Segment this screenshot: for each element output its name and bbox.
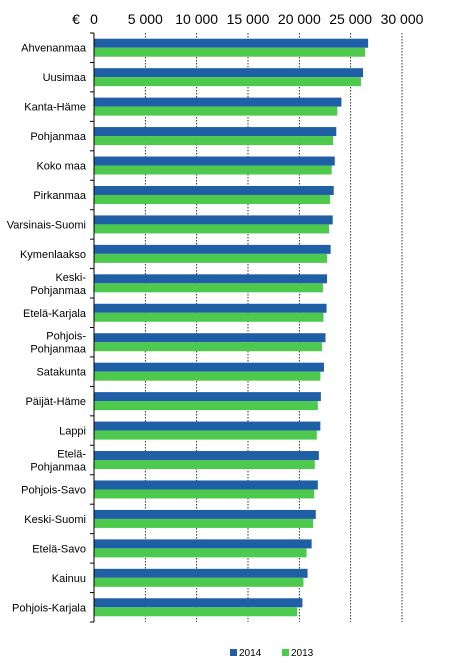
category-label: Keski- [55, 272, 86, 284]
bar-2014 [94, 509, 316, 519]
bar-2014 [94, 185, 334, 195]
legend-swatch-2013 [282, 649, 289, 656]
category-label: Koko maa [36, 161, 86, 173]
bar-2013 [94, 106, 338, 116]
bar-2013 [94, 194, 331, 204]
bar-2013 [94, 312, 324, 322]
category-labels: Ahvenanmaa Uusimaa Kanta-Häme Pohjanmaa Koko… [7, 32, 94, 623]
unit-label: € [72, 11, 80, 27]
x-tick-label: 15 000 [227, 11, 270, 27]
bar-2013 [94, 518, 314, 528]
category-label: Pohjanmaa [30, 131, 87, 143]
x-tick-label: 10 000 [175, 11, 218, 27]
category-label: Lappi [59, 426, 86, 438]
category-label: Etelä-Karjala [23, 308, 87, 320]
category-label: Pohjanmaa [30, 462, 87, 474]
bar-2014 [94, 598, 303, 608]
bar-2014 [94, 451, 319, 461]
category-label: Pohjanmaa [30, 285, 87, 297]
bar-2013 [94, 77, 361, 87]
category-label: Kymenlaakso [20, 249, 86, 261]
category-label: Uusimaa [43, 72, 87, 84]
x-tick-label: 0 [90, 11, 98, 27]
category-label: Keski-Suomi [24, 514, 86, 526]
bar-2014 [94, 68, 363, 78]
legend-swatch-2014 [230, 649, 237, 656]
category-label: Varsinais-Suomi [7, 219, 86, 231]
bar-2014 [94, 392, 321, 402]
legend-label-2014: 2014 [239, 648, 262, 659]
bar-2014 [94, 97, 342, 107]
bar-2014 [94, 303, 327, 313]
category-label: Pirkanmaa [33, 190, 86, 202]
bar-2014 [94, 568, 308, 578]
category-label: Kainuu [52, 573, 86, 585]
bar-2013 [94, 253, 328, 263]
category-label: Pohjanmaa [30, 344, 87, 356]
bar-2014 [94, 38, 369, 48]
bar-2013 [94, 607, 298, 617]
x-tick-label: 20 000 [278, 11, 321, 27]
category-label: Pohjois- [46, 331, 86, 343]
category-label: Kanta-Häme [24, 102, 86, 114]
bar-2013 [94, 460, 315, 470]
bar-2014 [94, 274, 328, 284]
x-tick-label: 30 000 [381, 11, 424, 27]
bar-2013 [94, 165, 332, 175]
bar-2014 [94, 244, 331, 254]
x-tick-label: 25 000 [329, 11, 372, 27]
bar-2014 [94, 215, 333, 225]
bar-2013 [94, 371, 321, 381]
bar-2013 [94, 577, 304, 587]
category-label: Pohjois-Savo [21, 484, 86, 496]
category-label: Päijät-Häme [25, 396, 86, 408]
category-label: Satakunta [36, 367, 86, 379]
bar-2014 [94, 421, 321, 431]
bar-2013 [94, 548, 307, 558]
bars [94, 38, 369, 617]
bar-2014 [94, 539, 312, 549]
category-label: Pohjois-Karjala [12, 602, 87, 614]
category-label: Ahvenanmaa [21, 43, 87, 55]
x-tick-label: 5 000 [128, 11, 163, 27]
gridlines [144, 33, 403, 622]
category-label: Etelä- [57, 449, 86, 461]
bar-2013 [94, 283, 323, 293]
bar-2014 [94, 127, 337, 137]
x-axis-ticks: 0 5 000 10 000 15 000 20 000 25 000 30 000 [90, 11, 424, 27]
bar-2013 [94, 224, 330, 234]
bar-2013 [94, 489, 315, 499]
legend: 2014 2013 [230, 648, 314, 659]
bar-2013 [94, 430, 317, 440]
category-label: Etelä-Savo [32, 543, 86, 555]
bar-2013 [94, 401, 318, 411]
bar-2013 [94, 47, 366, 57]
bar-2014 [94, 480, 318, 490]
legend-label-2013: 2013 [291, 648, 314, 659]
bar-2013 [94, 136, 334, 146]
bar-2014 [94, 362, 324, 372]
bar-2014 [94, 333, 326, 343]
bar-2013 [94, 342, 322, 352]
bar-2014 [94, 156, 335, 166]
